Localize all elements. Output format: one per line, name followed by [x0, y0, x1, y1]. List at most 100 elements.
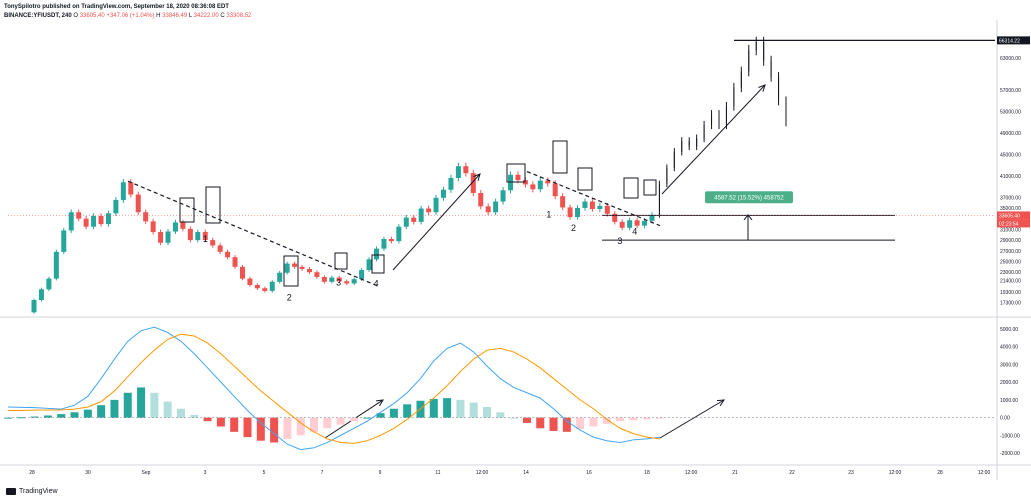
macd-histogram-bar	[602, 417, 611, 424]
macd-histogram-bar	[429, 398, 438, 418]
price-axis-tick: 53000.00	[1000, 110, 1021, 116]
candle-body	[627, 220, 633, 228]
ohlc-o-value: 33605.40	[79, 13, 105, 19]
macd-histogram-bar	[389, 408, 398, 418]
macd-histogram-bar	[57, 414, 66, 418]
candle-body	[135, 194, 141, 213]
candle-body	[433, 197, 439, 213]
macd-histogram-bar	[176, 408, 185, 418]
ohlc-change: +347.06 (+1.04%)	[106, 13, 155, 19]
macd-histogram-bar	[483, 406, 492, 418]
candle-body	[619, 221, 625, 228]
signal-line	[8, 333, 661, 444]
candle-body	[91, 215, 97, 227]
candle-body	[46, 278, 52, 290]
countdown-tag: 02:23:54	[999, 221, 1019, 227]
candle-body	[560, 196, 566, 208]
footer-brand: TradingView	[19, 488, 58, 495]
ohlc-h-value: 33846.49	[162, 13, 188, 19]
candle-body	[306, 268, 312, 273]
candle-body	[485, 206, 491, 213]
candle-body	[239, 266, 245, 279]
candle-body	[172, 222, 178, 232]
time-axis-tick: 28	[29, 470, 35, 476]
macd-histogram-bar	[576, 417, 585, 430]
macd-histogram-bar	[70, 412, 79, 418]
candle-body	[187, 228, 193, 241]
candle-body	[98, 215, 104, 225]
candle-body	[225, 251, 231, 258]
price-axis-tick: 19300.00	[1000, 290, 1021, 296]
candle-body	[770, 60, 772, 77]
price-axis-tick: 35000.00	[1000, 206, 1021, 212]
pattern-box	[552, 140, 568, 174]
time-axis-tick: 21	[732, 470, 738, 476]
candle-body	[381, 239, 387, 249]
macd-histogram-bar	[270, 417, 279, 443]
macd-histogram-bar	[469, 402, 478, 418]
candle-body	[688, 141, 690, 147]
candle-body	[470, 173, 476, 193]
time-axis-tick: 3	[204, 470, 207, 476]
candle-body	[38, 289, 44, 301]
price-axis-tick: 25000.00	[1000, 259, 1021, 265]
macd-histogram-bar	[110, 399, 119, 418]
move-arrow-1	[392, 173, 481, 271]
candle-body	[673, 151, 675, 168]
pattern-box	[643, 179, 657, 196]
macd-arrow-1-head	[375, 399, 384, 407]
time-axis-tick: 28	[937, 470, 943, 476]
price-axis-tick: 21400.00	[1000, 279, 1021, 285]
candle-body	[733, 87, 735, 107]
ohlc-o-label: O	[73, 13, 79, 19]
candle-body	[113, 199, 119, 214]
time-axis-tick: 12:00	[685, 470, 698, 476]
ohlc-c-value: 33308.52	[226, 13, 252, 19]
price-axis-tick: 17300.00	[1000, 301, 1021, 307]
pattern-label: 4	[632, 227, 637, 237]
ohlc-l-label: L	[188, 13, 192, 19]
price-axis-tick: 37000.00	[1000, 195, 1021, 201]
pattern-box	[205, 186, 221, 224]
candle-body	[666, 167, 668, 184]
last-price-tag-bg	[997, 211, 1030, 220]
price-axis-tick: 45000.00	[1000, 152, 1021, 158]
high-price-tag: 66314.22	[999, 38, 1020, 44]
candle-body	[202, 232, 208, 241]
candle-body	[718, 114, 720, 126]
candle-body	[500, 190, 506, 202]
macd-histogram-bar	[456, 399, 465, 418]
candle-body	[642, 220, 648, 226]
symbol-line: BINANCE:YFIUSDT, 240 O 33605.40 +347.06 …	[4, 13, 251, 19]
candle-body	[545, 180, 551, 184]
macd-axis-tick: -2000.00	[1000, 451, 1020, 457]
candle-body	[284, 263, 290, 273]
macd-axis-tick: 5000.00	[1000, 327, 1018, 333]
pattern-box	[506, 163, 526, 183]
macd-histogram-bar	[363, 417, 372, 419]
candle-body	[403, 217, 409, 227]
macd-histogram-bar	[656, 417, 664, 419]
candle-body	[105, 213, 111, 225]
pattern-label: 2	[287, 293, 292, 303]
candle-body	[448, 177, 454, 190]
trendline-1	[127, 180, 379, 287]
candle-body	[336, 277, 342, 282]
price-axis-tick: 41000.00	[1000, 174, 1021, 180]
measure-arrowhead	[743, 214, 753, 221]
macd-histogram-bar	[243, 417, 252, 438]
candle-body	[388, 239, 394, 242]
trendline-2	[526, 171, 661, 227]
macd-arrow-2	[659, 399, 725, 439]
candle-body	[441, 189, 447, 198]
candle-body	[711, 114, 713, 126]
price-axis-tick: 49000.00	[1000, 131, 1021, 137]
candle-body	[575, 207, 581, 218]
candle-body	[329, 277, 335, 282]
macd-histogram-bar	[536, 417, 545, 429]
candle-body	[634, 220, 640, 226]
macd-histogram-bar	[83, 409, 92, 418]
macd-axis-tick: 0.00	[1000, 416, 1010, 422]
macd-histogram-bar	[230, 417, 239, 432]
